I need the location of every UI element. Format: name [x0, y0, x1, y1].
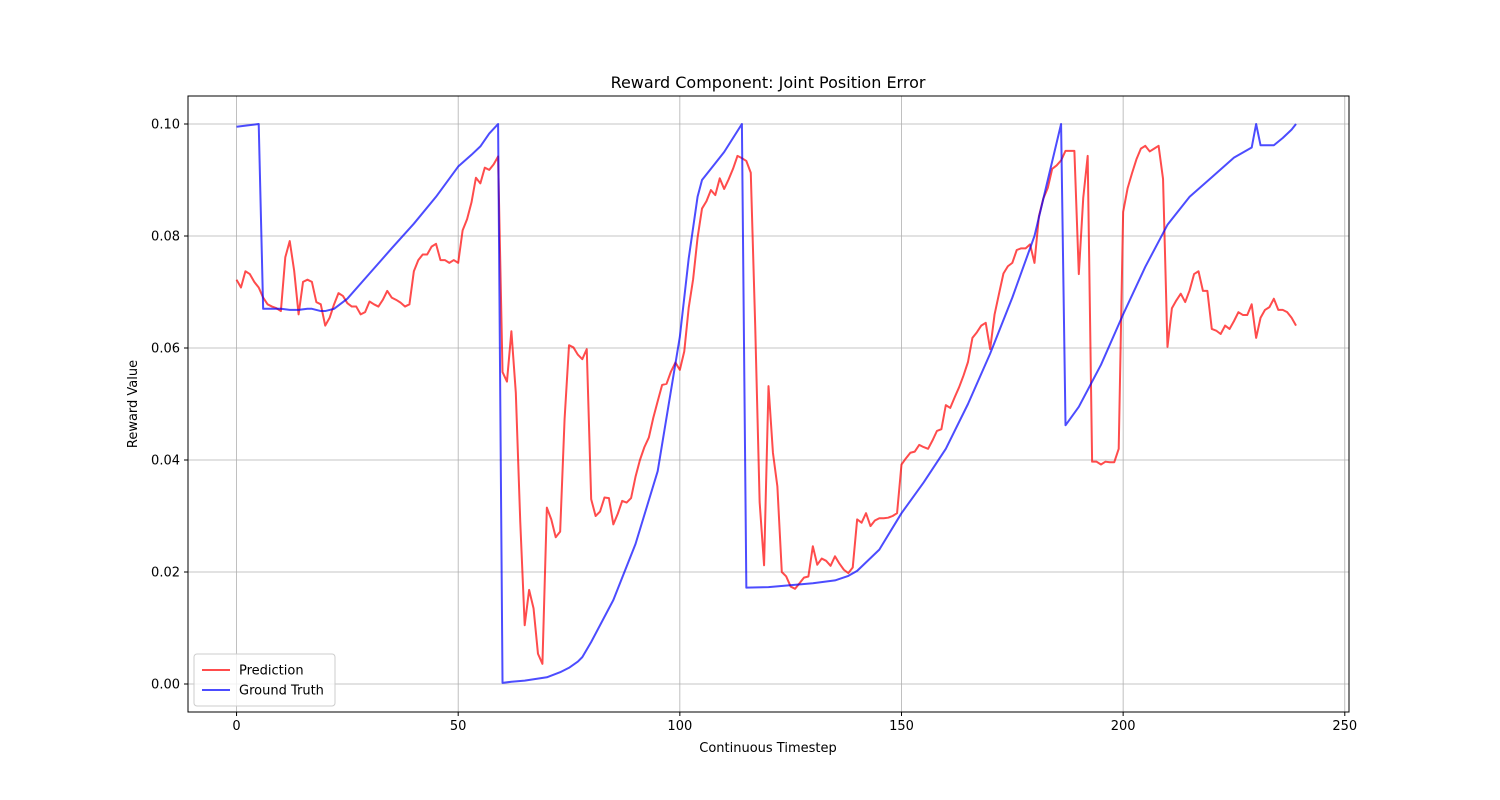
y-tick-label: 0.06 — [151, 342, 180, 357]
y-tick-label: 0.04 — [151, 454, 180, 469]
series-line-ground-truth — [236, 123, 1297, 684]
x-tick-label: 250 — [1332, 719, 1357, 734]
x-tick-label: 0 — [232, 719, 240, 734]
x-tick-label: 50 — [450, 719, 467, 734]
legend-label: Ground Truth — [239, 684, 324, 699]
x-tick-label: 200 — [1111, 719, 1136, 734]
y-axis-label: Reward Value — [126, 360, 141, 448]
legend-label: Prediction — [239, 664, 304, 679]
plot-frame — [187, 95, 1350, 713]
legend: Prediction Ground Truth — [193, 653, 336, 707]
y-tick-label: 0.00 — [151, 678, 180, 693]
x-axis-label: Continuous Timestep — [699, 741, 837, 756]
chart-title: Reward Component: Joint Position Error — [611, 73, 926, 92]
y-tick-label: 0.02 — [151, 566, 180, 581]
grid — [188, 96, 1349, 712]
legend-box — [193, 653, 336, 707]
x-tick-label: 100 — [667, 719, 692, 734]
x-tick-label: 150 — [889, 719, 914, 734]
y-tick-label: 0.10 — [151, 118, 180, 133]
y-tick-label: 0.08 — [151, 230, 180, 245]
series-line-prediction — [235, 144, 1297, 665]
series-lines — [235, 123, 1297, 684]
ticks: 0 50 100 150 200 250 0.00 0.02 0.04 0.06 0.08 0.10 — [151, 118, 1357, 735]
